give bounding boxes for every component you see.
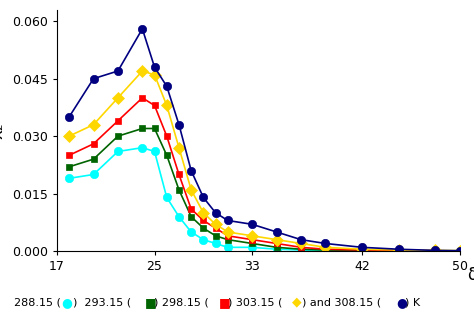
Text: ) K: ) K	[405, 298, 420, 308]
Text: ●: ●	[62, 296, 73, 309]
Y-axis label: x₂: x₂	[0, 122, 6, 139]
X-axis label: δ₁: δ₁	[467, 266, 474, 284]
Text: ■: ■	[145, 296, 156, 309]
Text: ●: ●	[396, 296, 407, 309]
Text: ) and 308.15 (: ) and 308.15 (	[302, 298, 382, 308]
Text: ) 303.15 (: ) 303.15 (	[228, 298, 282, 308]
Text: 288.15 (: 288.15 (	[14, 298, 61, 308]
Text: ) 298.15 (: ) 298.15 (	[154, 298, 209, 308]
Text: ◆: ◆	[292, 296, 302, 309]
Text: ■: ■	[219, 296, 231, 309]
Text: )  293.15 (: ) 293.15 (	[73, 298, 132, 308]
